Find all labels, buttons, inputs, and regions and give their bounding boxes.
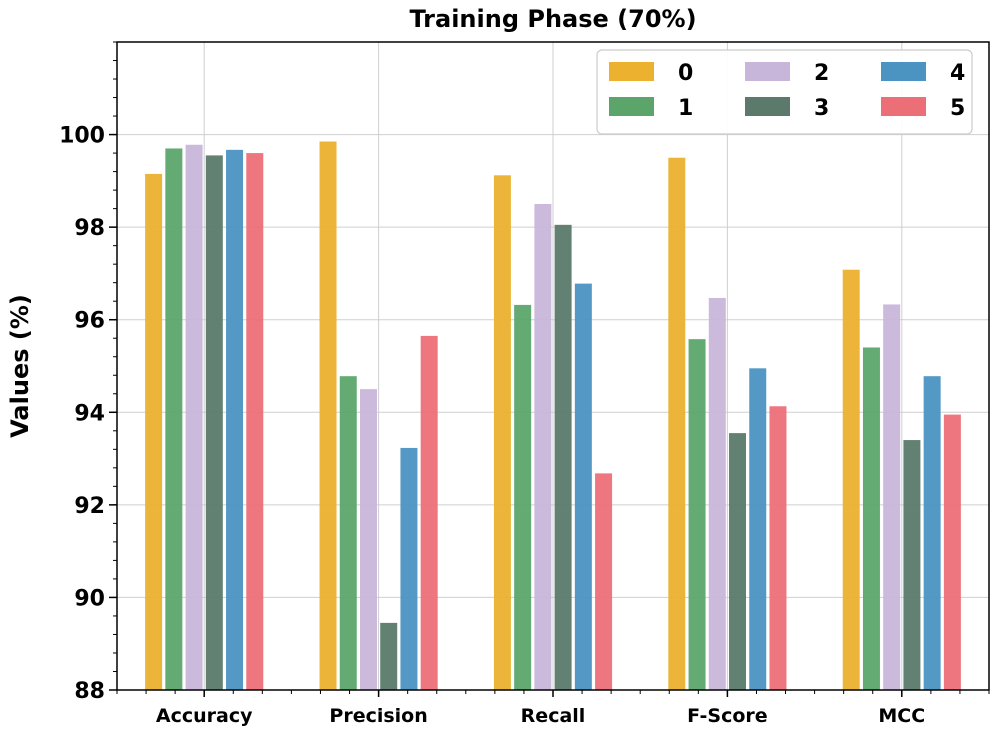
legend-swatch-2 [745, 62, 790, 81]
bar-4-recall [574, 283, 592, 690]
bar-0-recall [493, 175, 511, 690]
bar-5-mcc [943, 414, 961, 690]
bars [145, 141, 961, 691]
legend: 0 1 2 3 4 5 [596, 49, 973, 135]
legend-swatch-1 [609, 97, 654, 116]
legend-swatch-0 [609, 62, 654, 81]
legend-box [596, 49, 973, 135]
y-tick-label: 88 [74, 679, 105, 704]
bar-1-recall [514, 304, 532, 690]
legend-label-1: 1 [678, 96, 693, 121]
bar-2-precision [359, 389, 377, 690]
bar-0-precision [319, 141, 337, 690]
bar-3-f-score [729, 433, 747, 690]
chart-title: Training Phase (70%) [409, 5, 696, 33]
y-tick-label: 96 [74, 309, 105, 334]
bar-1-f-score [688, 339, 706, 690]
bar-5-precision [420, 335, 438, 690]
y-axis-label: Values (%) [6, 294, 34, 438]
bar-0-f-score [668, 157, 686, 690]
bar-2-mcc [883, 304, 901, 690]
bar-1-precision [339, 376, 357, 690]
bar-3-precision [380, 622, 398, 690]
bar-2-accuracy [185, 144, 203, 691]
legend-label-3: 3 [814, 96, 829, 121]
x-tick-label: F-Score [687, 705, 768, 727]
legend-label-4: 4 [950, 61, 965, 86]
x-tick-label: MCC [878, 705, 925, 727]
y-tick-label: 94 [74, 401, 105, 426]
bar-1-mcc [862, 347, 880, 690]
bar-3-recall [554, 224, 572, 691]
bar-3-mcc [903, 440, 921, 690]
bar-2-f-score [708, 297, 726, 690]
x-tick-label: Precision [329, 705, 427, 727]
legend-swatch-3 [745, 97, 790, 116]
y-tick-label: 92 [74, 494, 105, 519]
axis-ticks: 88 90 92 94 96 98 100 Accuracy Precision Recall F-… [59, 41, 990, 727]
bar-5-f-score [769, 406, 787, 690]
bar-5-recall [595, 473, 613, 690]
bar-0-mcc [842, 269, 860, 690]
y-tick-label: 100 [59, 124, 105, 149]
bar-4-precision [400, 447, 418, 690]
x-tick-label: Accuracy [156, 705, 253, 727]
x-tick-label: Recall [521, 705, 586, 727]
bar-4-accuracy [226, 149, 244, 691]
bar-5-accuracy [246, 153, 264, 691]
legend-label-2: 2 [814, 61, 829, 86]
legend-label-0: 0 [678, 61, 693, 86]
bar-4-f-score [749, 368, 767, 690]
bar-0-accuracy [145, 173, 163, 690]
legend-swatch-4 [881, 62, 926, 81]
legend-swatch-5 [881, 97, 926, 116]
bar-2-recall [534, 204, 552, 690]
bar-3-accuracy [205, 155, 223, 690]
bar-4-mcc [923, 376, 941, 690]
bar-1-accuracy [165, 148, 183, 690]
legend-label-5: 5 [950, 96, 965, 121]
y-tick-label: 98 [74, 216, 105, 241]
y-tick-label: 90 [74, 586, 105, 611]
